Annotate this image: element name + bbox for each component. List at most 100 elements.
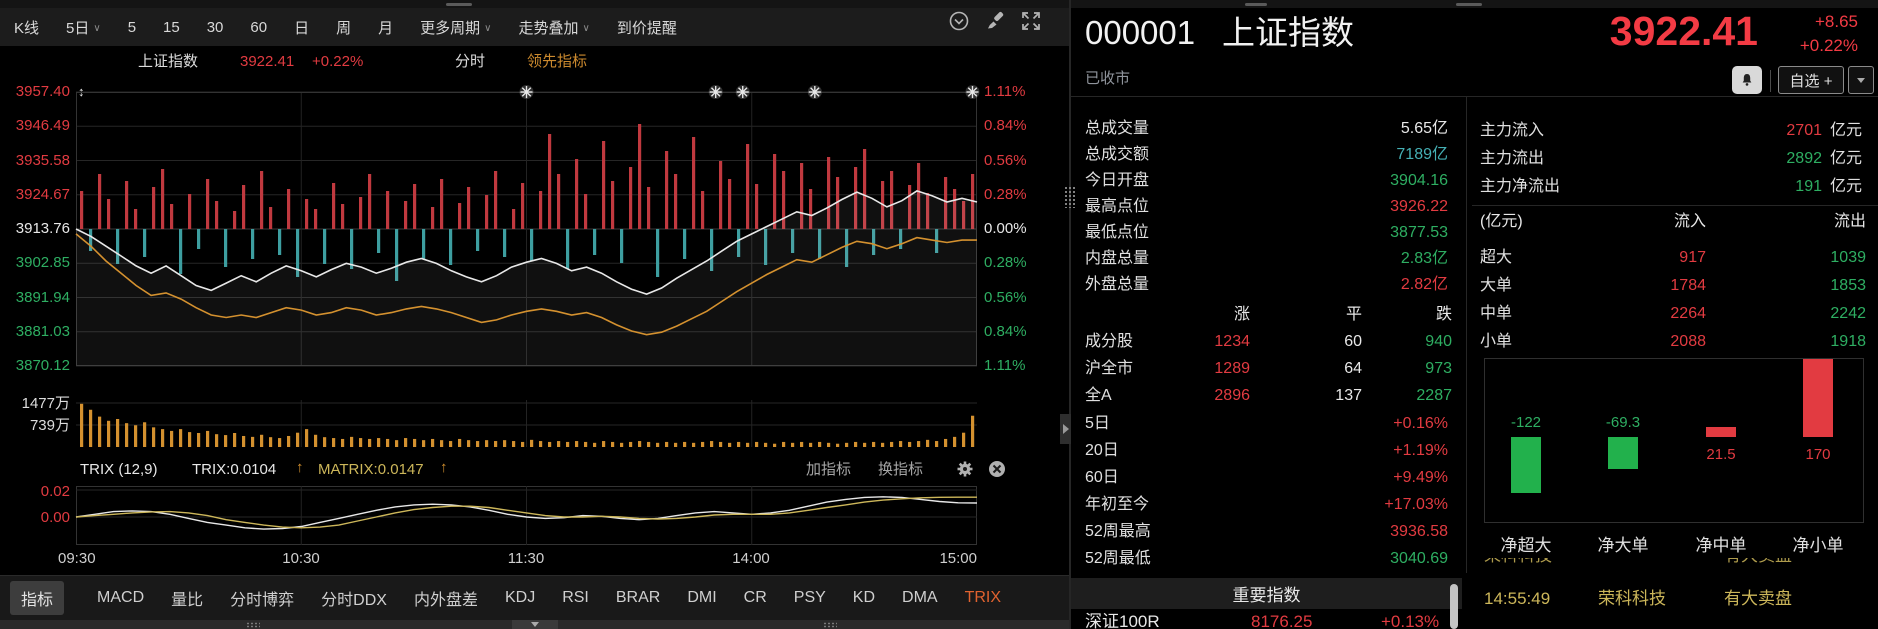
ticker-row[interactable]: 14:55:49 荣科科技 有大卖盘 bbox=[1472, 582, 1878, 612]
add-indicator-button[interactable]: 加指标 bbox=[806, 461, 852, 478]
tab-内外盘差[interactable]: 内外盘差 bbox=[413, 592, 478, 609]
leading-indicator-link[interactable]: 领先指标 bbox=[527, 53, 588, 70]
scroll-dash bbox=[446, 3, 472, 6]
net-flow-bar-净超大 bbox=[1511, 437, 1541, 494]
flow-summary-label: 主力净流出 bbox=[1480, 178, 1561, 195]
perf-value: 3936.58 bbox=[1390, 523, 1448, 540]
breadth-label: 全A bbox=[1085, 387, 1112, 404]
grip-icon[interactable] bbox=[246, 621, 260, 628]
tab-DMI[interactable]: DMI bbox=[687, 589, 717, 606]
toolbar-period-月[interactable]: 月 bbox=[378, 17, 393, 38]
tab-量比[interactable]: 量比 bbox=[171, 592, 204, 609]
breadth-header: 平 bbox=[1345, 306, 1362, 323]
toolbar-period-K线[interactable]: K线 bbox=[14, 17, 39, 38]
tab-CR[interactable]: CR bbox=[743, 589, 767, 606]
time-tick: 09:30 bbox=[58, 550, 96, 567]
flow-summary-unit: 亿元 bbox=[1830, 150, 1863, 167]
flow-out-value: 1918 bbox=[1830, 333, 1866, 350]
tab-TRIX[interactable]: TRIX bbox=[964, 589, 1002, 606]
flow-col-header: 流出 bbox=[1833, 213, 1866, 230]
scrollbar-thumb[interactable] bbox=[1450, 584, 1458, 629]
toolbar-period-30[interactable]: 30 bbox=[207, 19, 224, 36]
scroll-down-button[interactable] bbox=[512, 620, 558, 629]
indicator-tabbar: 指标 MACD 量比 分时博弈 分时DDX 内外盘差 KDJ RSI BRAR DMI CR PSY K… bbox=[0, 575, 1069, 620]
gear-icon[interactable] bbox=[956, 460, 974, 478]
perf-label: 60日 bbox=[1085, 469, 1119, 486]
net-flow-bar-净大单 bbox=[1608, 437, 1638, 469]
important-index-header[interactable]: 重要指数 bbox=[1071, 578, 1462, 609]
toolbar-period-label: 5日 bbox=[66, 19, 90, 37]
net-flow-category: 净小单 bbox=[1792, 536, 1844, 555]
divider-collapse-button[interactable] bbox=[1060, 414, 1071, 444]
breadth-header: 涨 bbox=[1233, 306, 1250, 323]
alert-bell-button[interactable] bbox=[1732, 66, 1762, 94]
flow-in-value: 917 bbox=[1679, 249, 1706, 266]
toolbar-period-label: 周 bbox=[336, 19, 352, 37]
stat-label: 总成交额 bbox=[1085, 146, 1150, 163]
tab-BRAR[interactable]: BRAR bbox=[615, 589, 661, 606]
fullscreen-icon[interactable] bbox=[1020, 10, 1042, 32]
net-flow-value: -69.3 bbox=[1605, 414, 1641, 431]
tab-分时博弈[interactable]: 分时博弈 bbox=[230, 592, 295, 609]
horizontal-scrollbar[interactable] bbox=[0, 620, 1069, 629]
toolbar-period-5日[interactable]: 5日 ∨ bbox=[66, 17, 101, 38]
time-tick: 10:30 bbox=[282, 550, 320, 567]
trix-up-arrow-icon: ↑ bbox=[296, 459, 304, 476]
scroll-dash bbox=[1456, 3, 1482, 6]
price-tick: 3957.40 bbox=[15, 83, 70, 100]
toolbar-period-15[interactable]: 15 bbox=[163, 19, 180, 36]
trix-title: TRIX (12,9) bbox=[80, 461, 158, 478]
watchlist-dropdown-button[interactable] bbox=[1848, 66, 1874, 94]
ticker-row-previous: 荣科科技 有大卖盘 bbox=[1472, 558, 1878, 575]
flow-in-value: 2088 bbox=[1670, 333, 1706, 350]
net-flow-bar-净小单 bbox=[1803, 358, 1833, 437]
toolbar-period-label: 30 bbox=[206, 18, 224, 36]
flow-col-header: 流入 bbox=[1673, 213, 1706, 230]
index-change-pct: +0.13% bbox=[1381, 612, 1440, 629]
ticker-stock: 荣科科技 bbox=[1598, 589, 1666, 608]
net-flow-category: 净中单 bbox=[1695, 536, 1747, 555]
tab-intraday[interactable]: 分时 bbox=[455, 53, 486, 70]
tab-PSY[interactable]: PSY bbox=[793, 589, 826, 606]
circle-chevron-down-icon[interactable] bbox=[948, 10, 970, 32]
time-tick: 15:00 bbox=[939, 550, 977, 567]
flow-summary-label: 主力流入 bbox=[1480, 122, 1545, 139]
toolbar-period-走势叠加[interactable]: 走势叠加 ∨ bbox=[518, 17, 589, 38]
breadth-up: 1234 bbox=[1214, 333, 1250, 350]
breadth-label: 成分股 bbox=[1085, 333, 1134, 350]
toolbar-period-到价提醒[interactable]: 到价提醒 bbox=[617, 17, 677, 38]
toolbar-period-日[interactable]: 日 bbox=[294, 17, 309, 38]
tab-KD[interactable]: KD bbox=[852, 589, 876, 606]
divider-grip-handle[interactable] bbox=[1064, 186, 1076, 208]
toolbar-period-60[interactable]: 60 bbox=[250, 19, 267, 36]
flow-summary-value: 2701 bbox=[1786, 122, 1822, 139]
grip-icon[interactable] bbox=[823, 621, 837, 628]
close-icon[interactable] bbox=[988, 460, 1006, 478]
tab-MACD[interactable]: MACD bbox=[97, 589, 145, 606]
indicator-menu-button[interactable]: 指标 bbox=[10, 581, 65, 615]
trix-chart bbox=[75, 486, 978, 545]
tab-RSI[interactable]: RSI bbox=[562, 589, 589, 606]
breadth-down: 940 bbox=[1425, 333, 1452, 350]
toolbar-period-更多周期[interactable]: 更多周期 ∨ bbox=[420, 17, 491, 38]
switch-indicator-button[interactable]: 换指标 bbox=[878, 461, 924, 478]
flow-out-value: 1039 bbox=[1830, 249, 1866, 266]
toolbar-period-5[interactable]: 5 bbox=[128, 19, 136, 36]
index-row[interactable]: 深证100R 8176.25 +0.13% bbox=[1071, 611, 1462, 629]
stat-value: 2.83亿 bbox=[1400, 250, 1448, 267]
star-marker-icon bbox=[735, 85, 750, 99]
flow-out-value: 1853 bbox=[1830, 277, 1866, 294]
volume-chart bbox=[76, 400, 977, 447]
percent-tick: 1.11% bbox=[984, 83, 1026, 100]
add-watchlist-button[interactable]: 自选 + bbox=[1778, 66, 1844, 94]
tab-KDJ[interactable]: KDJ bbox=[504, 589, 536, 606]
flow-row-label: 小单 bbox=[1480, 333, 1513, 350]
tab-分时DDX[interactable]: 分时DDX bbox=[321, 592, 387, 609]
brush-icon[interactable] bbox=[984, 10, 1006, 32]
flow-in-value: 1784 bbox=[1670, 277, 1706, 294]
breadth-flat: 137 bbox=[1335, 387, 1362, 404]
perf-value: +9.49% bbox=[1393, 469, 1448, 486]
tab-DMA[interactable]: DMA bbox=[902, 589, 938, 606]
toolbar-period-周[interactable]: 周 bbox=[336, 17, 351, 38]
price-tick: 3913.76 bbox=[15, 220, 70, 237]
